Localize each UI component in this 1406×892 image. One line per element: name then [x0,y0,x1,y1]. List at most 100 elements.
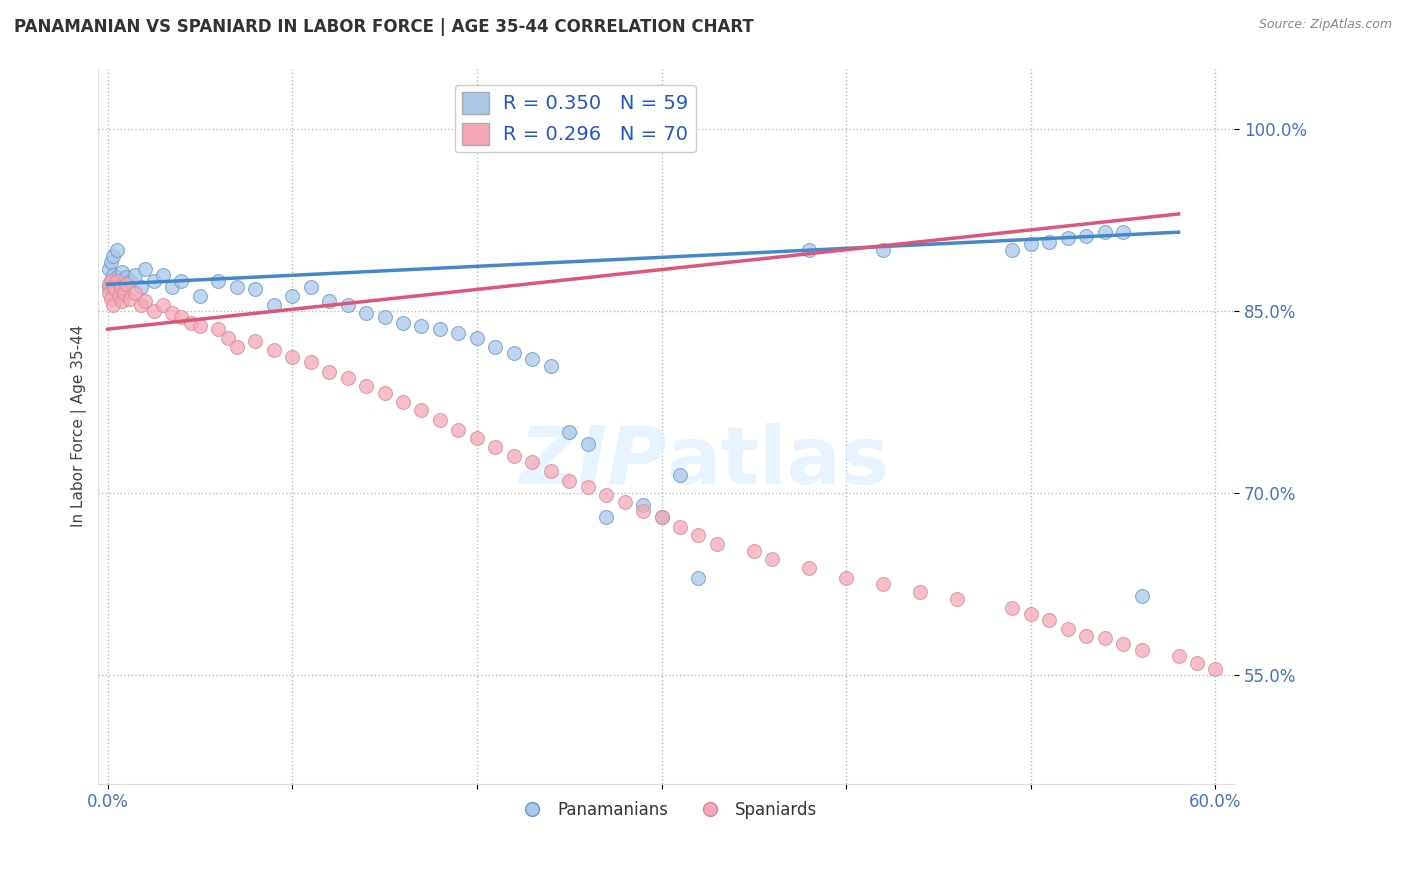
Y-axis label: In Labor Force | Age 35-44: In Labor Force | Age 35-44 [72,325,87,527]
Point [100,274,122,288]
Point [447,326,470,340]
Point [101,298,124,312]
Point [110,274,132,288]
Point [799,561,821,575]
Point [761,552,783,566]
Legend: Panamanians, Spaniards: Panamanians, Spaniards [509,794,824,825]
Point [1019,237,1042,252]
Text: Source: ZipAtlas.com: Source: ZipAtlas.com [1258,18,1392,31]
Point [318,294,340,309]
Point [105,244,128,258]
Point [429,322,451,336]
Point [318,365,340,379]
Point [263,343,285,357]
Point [104,282,127,296]
Point [118,292,141,306]
Point [180,316,202,330]
Point [411,403,433,417]
Point [1094,225,1116,239]
Point [105,270,128,285]
Point [245,334,267,349]
Point [576,437,599,451]
Point [170,310,193,324]
Point [374,386,396,401]
Point [98,277,121,292]
Point [1167,649,1189,664]
Point [411,318,433,333]
Point [872,576,894,591]
Point [101,249,124,263]
Point [484,340,506,354]
Point [160,279,183,293]
Point [1001,601,1024,615]
Point [595,488,617,502]
Point [152,268,174,282]
Point [100,274,122,288]
Point [111,265,134,279]
Point [835,571,858,585]
Point [98,285,121,300]
Point [799,244,821,258]
Point [1056,231,1078,245]
Point [522,352,544,367]
Point [134,261,156,276]
Point [669,520,692,534]
Point [688,528,710,542]
Point [111,294,134,309]
Point [688,571,710,585]
Point [872,244,894,258]
Point [100,292,122,306]
Point [129,298,152,312]
Point [650,510,672,524]
Point [245,282,267,296]
Point [1019,607,1042,621]
Point [336,370,359,384]
Point [225,340,247,354]
Point [112,282,135,296]
Point [558,474,581,488]
Point [465,431,488,445]
Point [522,455,544,469]
Point [1130,643,1153,657]
Point [134,294,156,309]
Point [207,274,229,288]
Point [170,274,193,288]
Point [281,350,304,364]
Point [225,279,247,293]
Point [105,274,128,288]
Point [354,306,377,320]
Point [1076,629,1098,643]
Point [142,304,165,318]
Point [299,279,322,293]
Point [160,306,183,320]
Point [631,498,654,512]
Point [540,464,562,478]
Point [595,510,617,524]
Point [118,274,141,288]
Point [502,346,524,360]
Point [281,289,304,303]
Point [374,310,396,324]
Point [263,298,285,312]
Point [336,298,359,312]
Point [101,279,124,293]
Point [742,544,765,558]
Point [1185,656,1208,670]
Point [188,318,211,333]
Point [946,592,969,607]
Point [115,270,138,285]
Point [1056,622,1078,636]
Point [188,289,211,303]
Point [112,285,135,300]
Point [98,279,121,293]
Point [354,379,377,393]
Point [104,277,127,292]
Point [631,504,654,518]
Point [101,268,124,282]
Point [1112,225,1135,239]
Point [207,322,229,336]
Point [1130,589,1153,603]
Point [107,289,129,303]
Point [299,355,322,369]
Point [650,510,672,524]
